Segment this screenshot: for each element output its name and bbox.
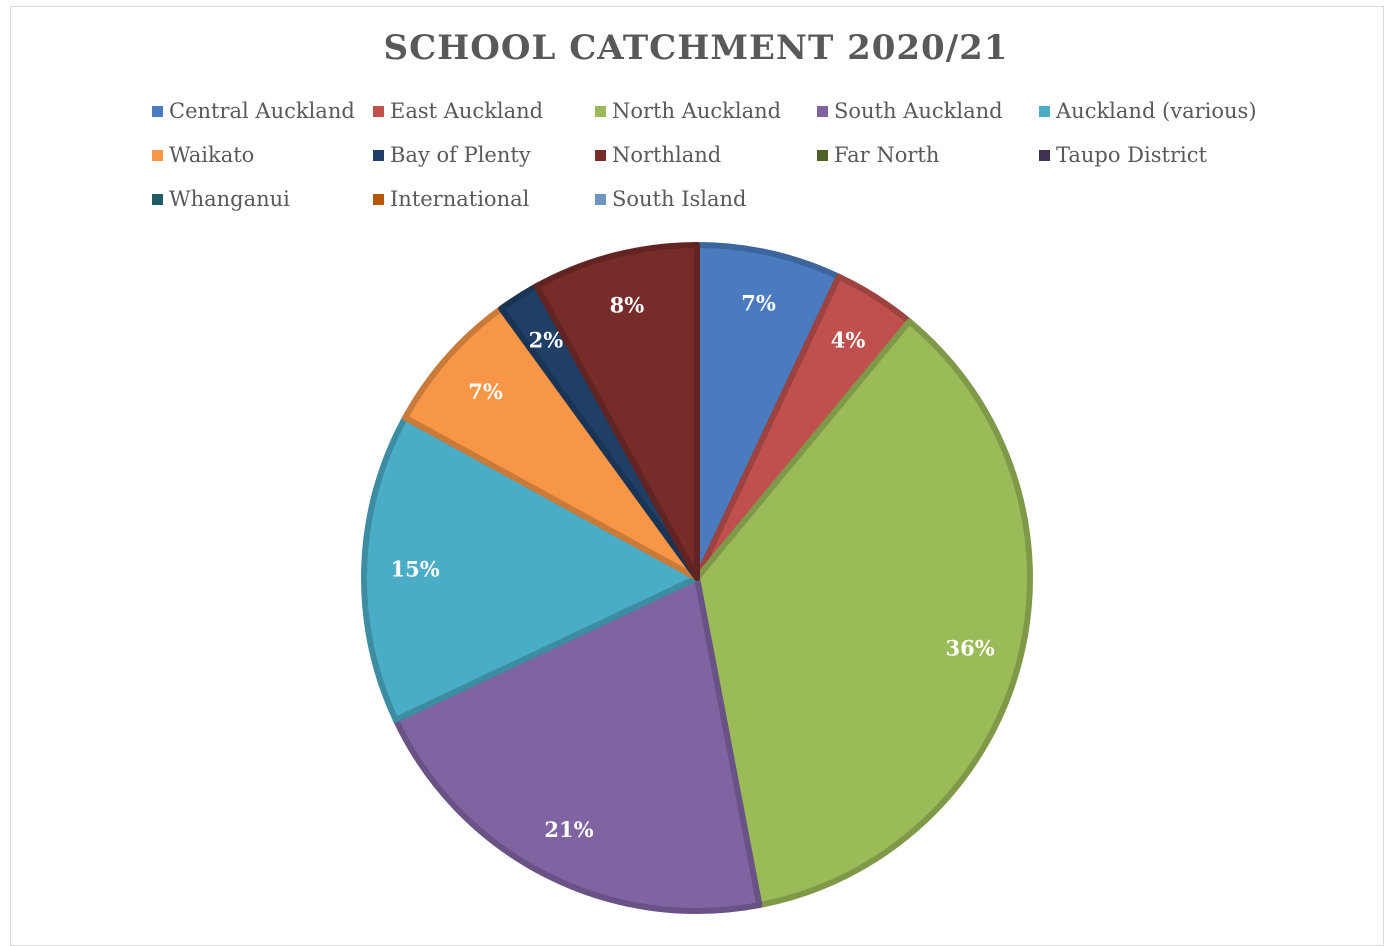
- pie-data-label: 7%: [741, 290, 776, 315]
- pie-data-label: 21%: [544, 817, 593, 842]
- legend-label: Whanganui: [169, 187, 290, 211]
- legend-item: Whanganui: [152, 186, 290, 212]
- legend-item: Taupo District: [1039, 142, 1207, 168]
- chart-title: SCHOOL CATCHMENT 2020/21: [383, 28, 1009, 68]
- legend-swatch: [152, 193, 163, 205]
- pie-data-label: 8%: [610, 292, 645, 317]
- legend-swatch: [1039, 149, 1050, 161]
- pie-slice: [694, 318, 1033, 909]
- pie-data-label: 4%: [831, 327, 866, 352]
- legend-item: Northland: [595, 142, 721, 168]
- legend-label: Auckland (various): [1056, 99, 1257, 123]
- legend-item: South Island: [595, 186, 746, 212]
- pie-slice: [402, 305, 700, 581]
- pie-data-label: 7%: [468, 379, 503, 404]
- legend-swatch: [817, 149, 828, 161]
- legend-swatch: [595, 193, 606, 205]
- legend-swatch: [1039, 105, 1050, 117]
- legend-swatch: [595, 105, 606, 117]
- pie-slice: [694, 242, 842, 581]
- legend-swatch: [595, 149, 606, 161]
- legend-swatch: [152, 149, 163, 161]
- legend-label: Northland: [612, 143, 722, 167]
- legend-item: International: [373, 186, 529, 212]
- legend-swatch: [373, 193, 384, 205]
- pie-data-label: 36%: [946, 636, 995, 661]
- pie-data-label: 15%: [391, 557, 440, 582]
- legend-label: Bay of Plenty: [390, 143, 531, 167]
- pie-data-label: 2%: [529, 327, 564, 352]
- legend-swatch: [817, 105, 828, 117]
- legend-label: Taupo District: [1056, 143, 1207, 167]
- legend-label: South Auckland: [834, 99, 1003, 123]
- pie-slice: [533, 242, 700, 581]
- legend-item: North Auckland: [595, 98, 781, 124]
- legend-item: Waikato: [152, 142, 254, 168]
- pie-slice: [392, 575, 763, 914]
- legend-swatch: [152, 105, 163, 117]
- legend-label: International: [390, 187, 530, 211]
- legend-label: Central Auckland: [169, 99, 355, 123]
- chart-legend: Central Auckland East Auckland North Auckl…: [0, 0, 1392, 230]
- legend-label: Far North: [834, 143, 940, 167]
- legend-swatch: [373, 105, 384, 117]
- legend-label: North Auckland: [612, 99, 782, 123]
- legend-item: Far North: [817, 142, 939, 168]
- legend-label: Waikato: [169, 143, 255, 167]
- legend-label: East Auckland: [390, 99, 544, 123]
- legend-swatch: [373, 149, 384, 161]
- legend-label: South Island: [612, 187, 747, 211]
- legend-item: Bay of Plenty: [373, 142, 531, 168]
- legend-item: South Auckland: [817, 98, 1003, 124]
- pie-slice: [361, 414, 700, 723]
- legend-item: Central Auckland: [152, 98, 355, 124]
- legend-item: Auckland (various): [1039, 98, 1257, 124]
- legend-item: East Auckland: [373, 98, 543, 124]
